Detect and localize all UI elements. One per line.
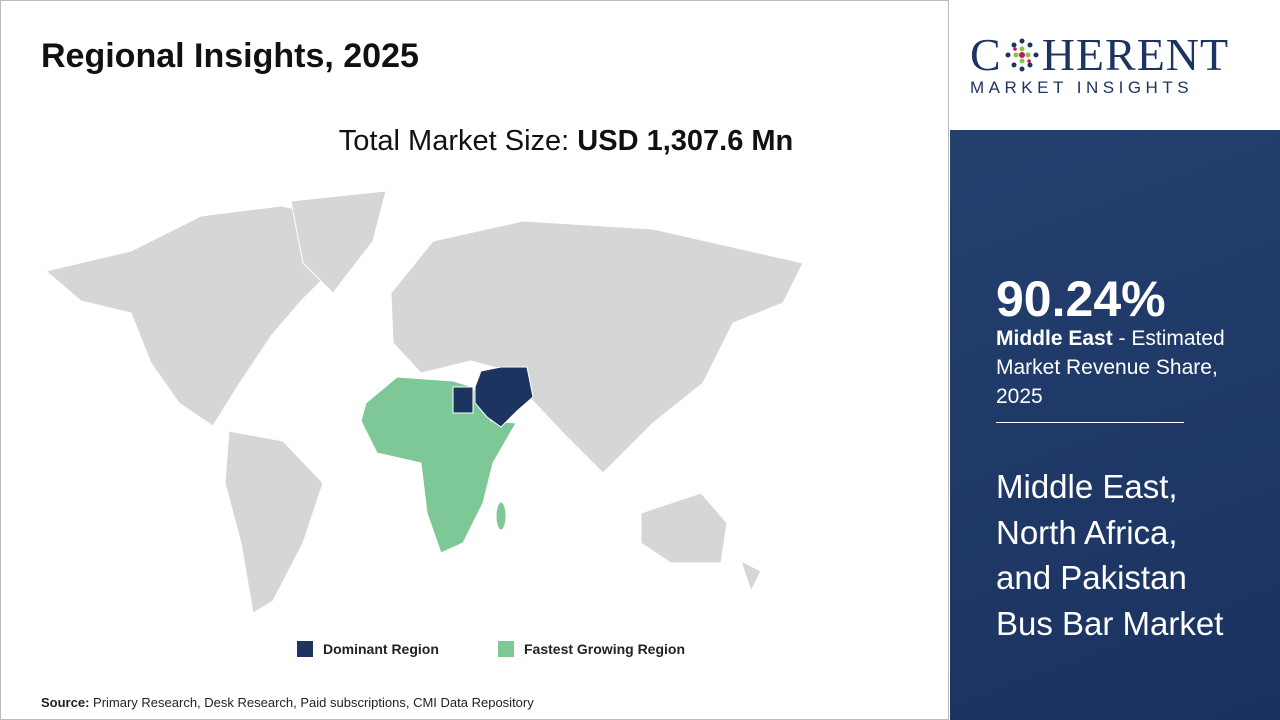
share-region: Middle East	[996, 327, 1113, 350]
market-size: Total Market Size: USD 1,307.6 Mn	[1, 125, 1131, 158]
market-name-line: Middle East,	[996, 468, 1178, 505]
legend-swatch	[297, 641, 313, 657]
market-name-line: Bus Bar Market	[996, 604, 1224, 642]
market-size-value: USD 1,307.6 Mn	[577, 125, 794, 157]
side-panel: 90.24% Middle East - Estimated Market Re…	[950, 130, 1280, 720]
share-value: 90.24%	[996, 271, 1166, 327]
logo: C HERENT MARKET INSIGHTS	[950, 0, 1280, 130]
legend-label: Dominant Region	[323, 641, 439, 657]
legend-swatch	[498, 641, 514, 657]
market-name: Middle East, North Africa, and Pakistan Bus…	[996, 464, 1223, 646]
logo-name-start: C	[970, 29, 1002, 80]
title: Regional Insights, 2025	[41, 37, 419, 75]
market-name-line: North Africa,	[996, 513, 1178, 551]
legend-label: Fastest Growing Region	[524, 641, 686, 657]
share-description: Middle East - Estimated Market Revenue S…	[996, 324, 1246, 411]
legend-item: Fastest Growing Region	[498, 641, 685, 657]
world-map	[44, 190, 804, 614]
logo-name: C HERENT	[970, 28, 1229, 81]
logo-name-end: HERENT	[1041, 29, 1230, 80]
source-text: Primary Research, Desk Research, Paid su…	[93, 695, 534, 710]
logo-tagline: MARKET INSIGHTS	[970, 78, 1194, 97]
legend-item: Dominant Region	[297, 641, 439, 657]
source: Source: Primary Research, Desk Research,…	[41, 695, 534, 710]
share-text: - Estimated Market Revenue Share, 2025	[996, 327, 1225, 408]
content-area: Regional Insights, 2025 Total Market Siz…	[0, 0, 949, 720]
source-label: Source:	[41, 695, 90, 710]
market-size-label: Total Market Size:	[338, 125, 570, 157]
divider	[996, 422, 1184, 423]
market-name-line: and Pakistan	[996, 559, 1187, 596]
logo-globe	[1005, 38, 1039, 71]
